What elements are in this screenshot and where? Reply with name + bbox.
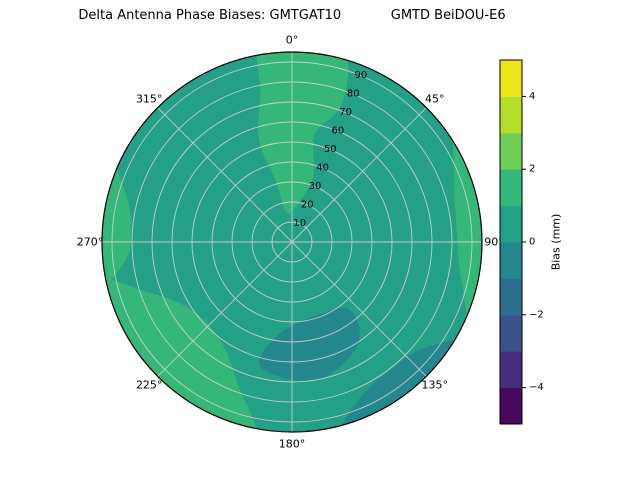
radial-tick-label: 80 (347, 89, 360, 100)
grid-spoke (157, 107, 293, 243)
colorbar-tick-label: −2 (529, 309, 544, 320)
angular-tick-label: 45° (425, 93, 445, 106)
angular-tick-label: 90° (484, 236, 504, 249)
angular-tick-label: 270° (77, 236, 104, 249)
radial-tick-label: 30 (309, 181, 322, 192)
colorbar-band (500, 205, 522, 243)
angular-tick-label: 225° (136, 378, 163, 391)
colorbar-band (500, 351, 522, 389)
contour-patch (257, 52, 349, 214)
colorbar-axis-label: Bias (mm) (550, 214, 563, 271)
radial-tick-label: 70 (339, 107, 352, 118)
radial-tick-label: 20 (301, 200, 314, 211)
colorbar: −4 −2 0 2 4 Bias (mm) (499, 59, 563, 425)
contour-patch (102, 162, 132, 289)
colorbar-tick-label: 2 (529, 164, 535, 175)
grid-spoke (291, 241, 427, 377)
polar-grid (102, 52, 482, 432)
colorbar-band (500, 60, 522, 97)
radial-tick-label: 40 (316, 163, 329, 174)
radial-tick-label: 10 (293, 218, 306, 229)
colorbar-band (500, 169, 522, 207)
angular-tick-label: 0° (286, 34, 299, 47)
radial-tick-label: 60 (332, 126, 345, 137)
radial-tick-label: 90 (355, 70, 368, 81)
angular-tick-label: 135° (422, 378, 449, 391)
chart-title: Delta Antenna Phase Biases: GMTGAT10 GMT… (78, 8, 506, 23)
angular-tick-label: 180° (279, 438, 306, 451)
radial-tick-label: 50 (324, 144, 337, 155)
grid-spoke (291, 107, 427, 243)
colorbar-band (500, 132, 522, 170)
colorbar-band (500, 314, 522, 352)
grid-spoke (157, 241, 293, 377)
colorbar-tick-label: −4 (529, 382, 544, 393)
angular-tick-label: 315° (136, 93, 163, 106)
colorbar-tick-label: 4 (529, 91, 535, 102)
colorbar-band (500, 242, 522, 279)
colorbar-band (500, 278, 522, 316)
colorbar-band (500, 387, 522, 425)
colorbar-band (500, 96, 522, 134)
colorbar-tick-label: 0 (529, 237, 535, 248)
plot-boundary (101, 51, 483, 433)
contour-patch (259, 307, 360, 382)
